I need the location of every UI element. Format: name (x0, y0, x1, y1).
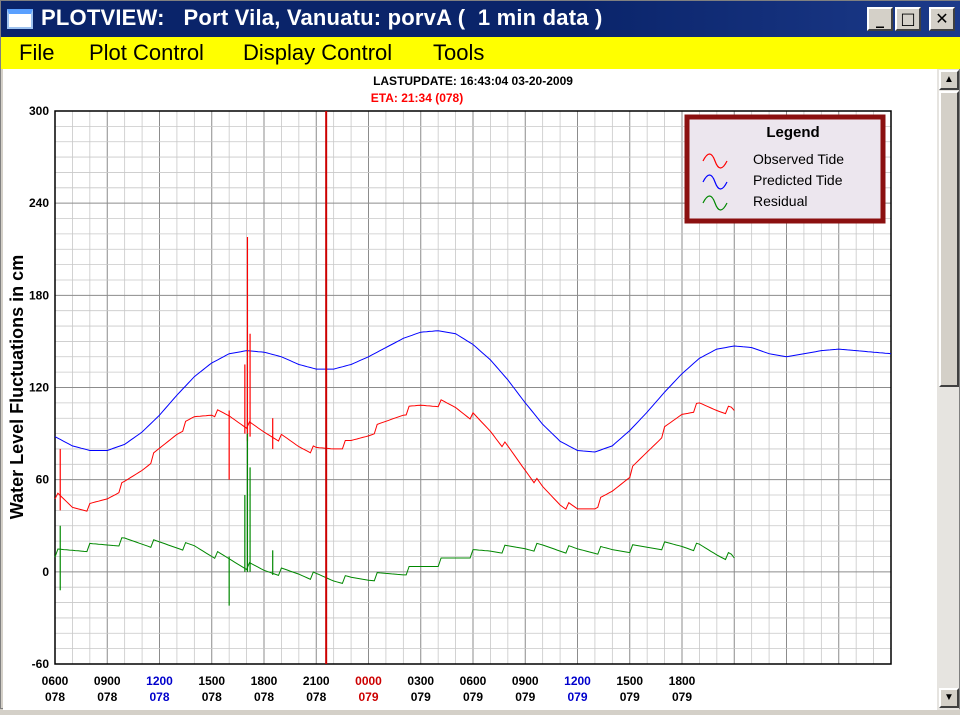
legend-label-observed: Observed Tide (753, 151, 844, 167)
eta-text: ETA: 21:34 (078) (371, 91, 463, 105)
legend-label-residual: Residual (753, 193, 807, 209)
tide-chart: LASTUPDATE: 16:43:04 03-20-2009 ETA: 21:… (7, 74, 892, 704)
series-line-residual (54, 537, 735, 585)
x-tick-time: 0900 (94, 674, 121, 688)
y-tick-label: 240 (29, 196, 49, 210)
window-title: PLOTVIEW: Port Vila, Vanuatu: porvA ( 1 … (41, 5, 603, 30)
legend: Legend Observed Tide Predicted Tide Resi… (684, 114, 886, 224)
close-button[interactable]: ✕ (929, 7, 955, 31)
x-tick-day: 079 (411, 690, 431, 704)
y-tick-label: 60 (36, 473, 50, 487)
x-tick-day: 078 (149, 690, 169, 704)
series-layer (54, 236, 892, 606)
series-line-predicted-tide (54, 330, 892, 453)
y-tick-label: 120 (29, 381, 49, 395)
plot-grid (54, 110, 892, 665)
menu-plot-control[interactable]: Plot Control (89, 40, 204, 65)
x-axis-ticks: 0600 078 0900 078 1200 078 1500 078 1800 078 2100 0… (42, 674, 696, 704)
series-line-observed-tide (54, 399, 735, 512)
x-tick-time: 1500 (198, 674, 225, 688)
y-axis-label: Water Level Fluctuations in cm (7, 255, 27, 519)
y-tick-label: 180 (29, 288, 49, 302)
scroll-up-button[interactable]: ▲ (939, 70, 959, 90)
x-tick-time: 1800 (251, 674, 278, 688)
x-tick-day: 078 (306, 690, 326, 704)
x-tick-day: 078 (202, 690, 222, 704)
y-tick-label: 300 (29, 104, 49, 118)
plot-area[interactable]: LASTUPDATE: 16:43:04 03-20-2009 ETA: 21:… (3, 69, 937, 710)
x-tick-time: 0900 (512, 674, 539, 688)
legend-swatch-predicted (702, 174, 728, 190)
legend-box (684, 114, 886, 224)
x-tick-time: 0300 (407, 674, 434, 688)
x-tick-day: 078 (97, 690, 117, 704)
x-tick-day: 079 (463, 690, 483, 704)
legend-swatch-residual (702, 195, 728, 211)
x-tick-day: 078 (45, 690, 65, 704)
x-tick-day: 078 (254, 690, 274, 704)
x-tick-day: 079 (515, 690, 535, 704)
x-tick-time: 0600 (42, 674, 69, 688)
x-tick-time: 0600 (460, 674, 487, 688)
maximize-button[interactable]: □ (895, 7, 921, 31)
plot-frame (54, 110, 892, 665)
legend-label-predicted: Predicted Tide (753, 172, 843, 188)
x-tick-day: 079 (620, 690, 640, 704)
x-tick-time: 0000 (355, 674, 382, 688)
y-tick-label: -60 (32, 657, 50, 671)
last-update-text: LASTUPDATE: 16:43:04 03-20-2009 (373, 74, 573, 88)
window-app-icon[interactable] (7, 9, 33, 29)
vertical-scrollbar[interactable]: ▲ ▼ (937, 69, 959, 710)
legend-title: Legend (766, 124, 819, 141)
x-tick-time: 1200 (146, 674, 173, 688)
x-tick-time: 1800 (669, 674, 696, 688)
x-tick-time: 1200 (564, 674, 591, 688)
x-tick-day: 079 (567, 690, 587, 704)
menu-file[interactable]: File (19, 40, 55, 65)
menu-bar: File Plot Control Display Control Tools (1, 37, 960, 69)
x-tick-time: 1500 (616, 674, 643, 688)
menu-display-control[interactable]: Display Control (243, 40, 393, 65)
scroll-thumb[interactable] (939, 91, 959, 387)
x-tick-time: 2100 (303, 674, 330, 688)
y-axis-ticks: 300 240 180 120 60 0 -60 (29, 104, 49, 671)
scroll-down-button[interactable]: ▼ (939, 688, 959, 708)
x-tick-day: 079 (672, 690, 692, 704)
menu-tools[interactable]: Tools (433, 40, 485, 65)
minimize-button[interactable]: _ (867, 7, 893, 31)
y-tick-label: 0 (42, 565, 49, 579)
legend-swatch-observed (702, 153, 728, 169)
x-tick-day: 079 (358, 690, 378, 704)
title-bar[interactable]: PLOTVIEW: Port Vila, Vanuatu: porvA ( 1 … (1, 1, 960, 37)
